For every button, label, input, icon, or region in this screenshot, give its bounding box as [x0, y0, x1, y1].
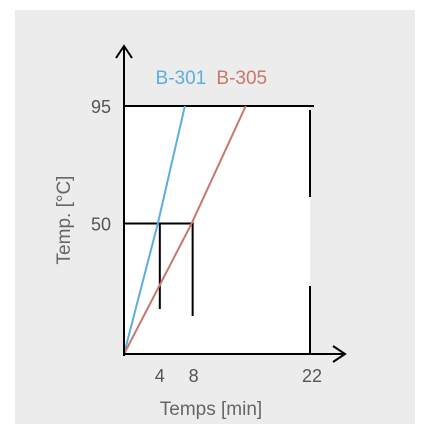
y-axis-arrowhead: [115, 44, 133, 59]
chart-frame: 4 8 22 50 95 Temps [min] Temp. [°C] B-30…: [15, 10, 415, 424]
series-line-b-305: [123, 105, 247, 355]
x-axis-arrowhead: [332, 345, 347, 363]
y-tick-label-50: 50: [91, 214, 111, 234]
series-label-b301: B-301: [156, 68, 207, 89]
temperature-chart: 4 8 22 50 95 Temps [min] Temp. [°C] B-30…: [54, 44, 347, 420]
series-label-b305: B-305: [216, 68, 267, 89]
plot-area: [124, 106, 310, 354]
x-tick-label-8: 8: [189, 366, 199, 386]
series-line-b-301: [123, 105, 186, 355]
x-tick-label-4: 4: [155, 366, 165, 386]
x-tick-label-22: 22: [302, 366, 322, 386]
chart-marks: [115, 44, 347, 363]
x-axis-label: Temps [min]: [160, 399, 262, 420]
y-tick-label-95: 95: [91, 97, 111, 117]
y-axis-label: Temp. [°C]: [54, 176, 75, 265]
